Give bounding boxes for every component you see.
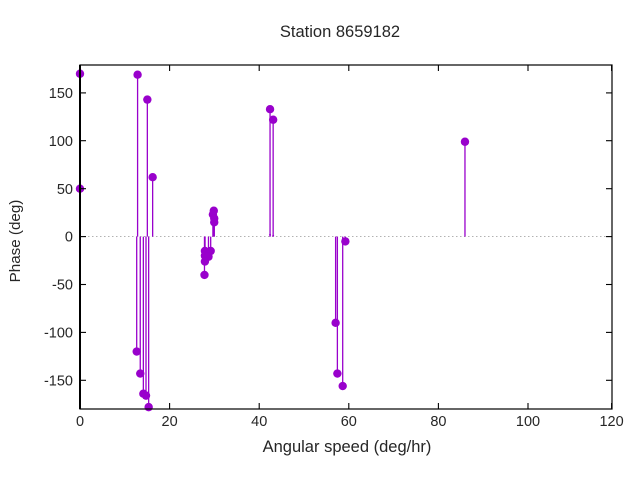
svg-text:150: 150 bbox=[49, 86, 73, 102]
svg-text:Station 8659182: Station 8659182 bbox=[280, 23, 400, 41]
svg-text:0: 0 bbox=[65, 230, 73, 246]
svg-text:20: 20 bbox=[162, 414, 178, 430]
svg-text:60: 60 bbox=[341, 414, 357, 430]
svg-text:Phase (deg): Phase (deg) bbox=[7, 200, 24, 283]
svg-text:-100: -100 bbox=[44, 326, 73, 342]
svg-text:-150: -150 bbox=[44, 373, 73, 389]
svg-text:100: 100 bbox=[516, 414, 540, 430]
svg-text:80: 80 bbox=[430, 414, 446, 430]
svg-text:100: 100 bbox=[49, 134, 73, 150]
svg-text:-50: -50 bbox=[52, 278, 73, 294]
svg-text:40: 40 bbox=[251, 414, 267, 430]
svg-text:0: 0 bbox=[76, 414, 84, 430]
svg-text:120: 120 bbox=[599, 414, 623, 430]
svg-text:Angular speed (deg/hr): Angular speed (deg/hr) bbox=[263, 438, 432, 456]
svg-text:50: 50 bbox=[57, 182, 73, 198]
